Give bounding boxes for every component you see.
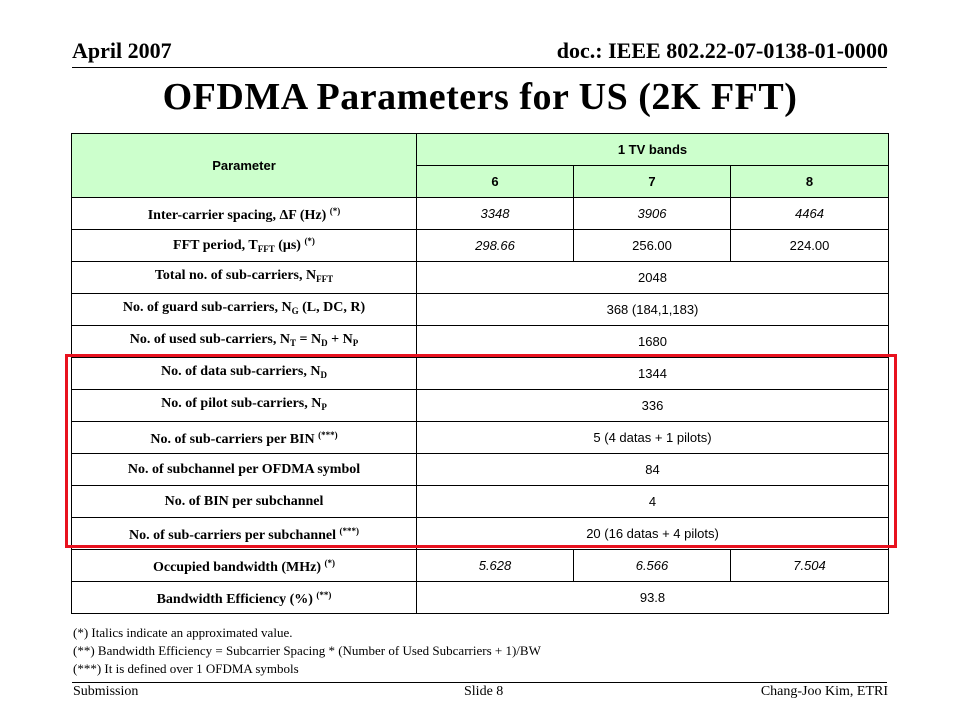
row-label: No. of subchannel per OFDMA symbol <box>71 453 417 486</box>
table-row: No. of data sub-carriers, ND 1344 <box>71 357 889 390</box>
band-col-6: 6 <box>416 165 574 198</box>
band-col-7: 7 <box>573 165 731 198</box>
row-value: 368 (184,1,183) <box>416 293 889 326</box>
row-value: 3906 <box>573 197 731 230</box>
table-row: No. of used sub-carriers, NT = ND + NP 1… <box>71 325 889 358</box>
row-value: 1344 <box>416 357 889 390</box>
row-value: 20 (16 datas + 4 pilots) <box>416 517 889 550</box>
tv-bands-header: 1 TV bands <box>416 133 889 166</box>
footnote: (**) Bandwidth Efficiency = Subcarrier S… <box>73 643 541 658</box>
footnotes: (*) Italics indicate an approximated val… <box>73 624 541 678</box>
row-value: 298.66 <box>416 229 574 262</box>
row-value: 5.628 <box>416 549 574 582</box>
slide-title: OFDMA Parameters for US (2K FFT) <box>162 76 798 118</box>
row-value: 6.566 <box>573 549 731 582</box>
row-label: No. of BIN per subchannel <box>71 485 417 518</box>
header-divider <box>72 67 887 68</box>
row-label: No. of used sub-carriers, NT = ND + NP <box>71 325 417 358</box>
table-row: Bandwidth Efficiency (%) (**) 93.8 <box>71 581 889 614</box>
footer-divider <box>72 682 887 683</box>
footer-submission: Submission <box>73 684 139 699</box>
table-row: No. of sub-carriers per BIN (***) 5 (4 d… <box>71 421 889 454</box>
footer-slide-number: Slide 8 <box>464 684 504 699</box>
row-value: 84 <box>416 453 889 486</box>
ofdma-parameters-table: Parameter 1 TV bands 6 7 8 Inter-carrier… <box>71 133 889 614</box>
row-value: 93.8 <box>416 581 889 614</box>
table-row: No. of sub-carriers per subchannel (***)… <box>71 517 889 550</box>
table-row: Total no. of sub-carriers, NFFT 2048 <box>71 261 889 294</box>
table-row: No. of subchannel per OFDMA symbol 84 <box>71 453 889 486</box>
row-label: Inter-carrier spacing, ΔF (Hz) (*) <box>71 197 417 230</box>
table-header-row: Parameter 1 TV bands <box>71 133 889 198</box>
row-value: 4 <box>416 485 889 518</box>
table-row: No. of BIN per subchannel 4 <box>71 485 889 518</box>
row-label: Bandwidth Efficiency (%) (**) <box>71 581 417 614</box>
row-value: 2048 <box>416 261 889 294</box>
row-label: No. of sub-carriers per BIN (***) <box>71 421 417 454</box>
row-value: 256.00 <box>573 229 731 262</box>
row-label: Occupied bandwidth (MHz) (*) <box>71 549 417 582</box>
header-doc-id: doc.: IEEE 802.22-07-0138-01-0000 <box>556 38 888 63</box>
footnote: (***) It is defined over 1 OFDMA symbols <box>73 661 299 676</box>
parameter-header: Parameter <box>71 133 417 198</box>
footer-author: Chang-Joo Kim, ETRI <box>760 684 888 699</box>
row-label: No. of pilot sub-carriers, NP <box>71 389 417 422</box>
row-label: FFT period, TFFT (μs) (*) <box>71 229 417 262</box>
band-col-8: 8 <box>730 165 889 198</box>
table-row: No. of pilot sub-carriers, NP 336 <box>71 389 889 422</box>
table-row: No. of guard sub-carriers, NG (L, DC, R)… <box>71 293 889 326</box>
row-value: 5 (4 datas + 1 pilots) <box>416 421 889 454</box>
row-value: 336 <box>416 389 889 422</box>
table-row: Occupied bandwidth (MHz) (*) 5.628 6.566… <box>71 549 889 582</box>
header-date: April 2007 <box>72 38 172 63</box>
row-value: 1680 <box>416 325 889 358</box>
row-value: 7.504 <box>730 549 889 582</box>
row-label: No. of sub-carriers per subchannel (***) <box>71 517 417 550</box>
table-row: FFT period, TFFT (μs) (*) 298.66 256.00 … <box>71 229 889 262</box>
table-row: Inter-carrier spacing, ΔF (Hz) (*) 3348 … <box>71 197 889 230</box>
row-value: 224.00 <box>730 229 889 262</box>
row-label: No. of data sub-carriers, ND <box>71 357 417 390</box>
footnote: (*) Italics indicate an approximated val… <box>73 625 293 640</box>
band-columns-row: 6 7 8 <box>72 165 889 198</box>
row-label: Total no. of sub-carriers, NFFT <box>71 261 417 294</box>
row-value: 3348 <box>416 197 574 230</box>
row-label: No. of guard sub-carriers, NG (L, DC, R) <box>71 293 417 326</box>
row-value: 4464 <box>730 197 889 230</box>
